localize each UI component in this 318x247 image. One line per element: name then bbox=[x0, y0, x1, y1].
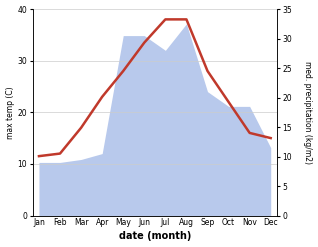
Y-axis label: med. precipitation (kg/m2): med. precipitation (kg/m2) bbox=[303, 61, 313, 164]
Y-axis label: max temp (C): max temp (C) bbox=[5, 86, 15, 139]
X-axis label: date (month): date (month) bbox=[119, 231, 191, 242]
